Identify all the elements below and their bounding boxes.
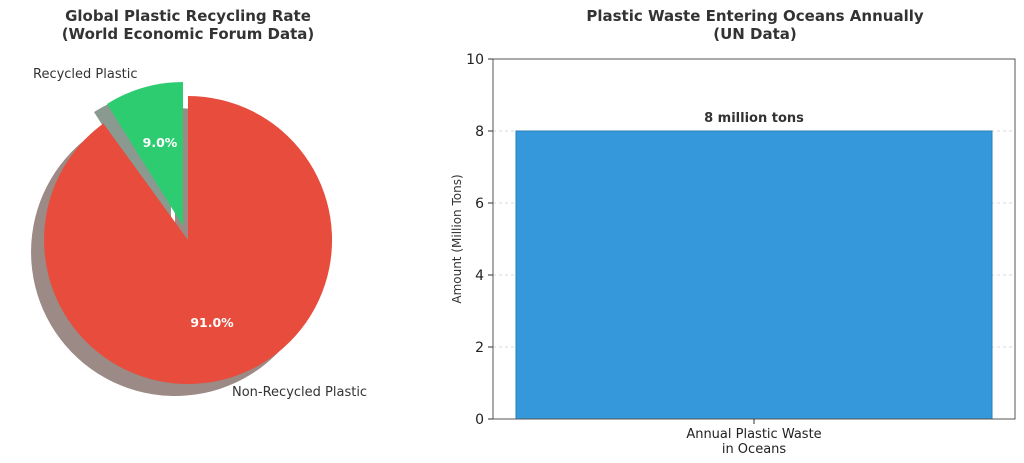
pie-label-non-recycled: Non-Recycled Plastic bbox=[232, 385, 367, 400]
y-tick-10: 10 bbox=[466, 52, 484, 68]
bar-title-line-2: (UN Data) bbox=[713, 25, 797, 43]
bar-annual-plastic-waste[interactable] bbox=[515, 130, 993, 420]
pie-title-line-1: Global Plastic Recycling Rate bbox=[65, 7, 311, 25]
y-tick-8: 8 bbox=[475, 124, 484, 140]
y-ticks bbox=[488, 58, 755, 424]
y-tick-0: 0 bbox=[475, 412, 484, 428]
y-tick-6: 6 bbox=[475, 196, 484, 212]
y-axis-label: Amount (Million Tons) bbox=[450, 174, 464, 303]
pie-title-line-2: (World Economic Forum Data) bbox=[61, 25, 315, 43]
pie-chart: Recycled Plastic Non-Recycled Plastic 9.… bbox=[31, 67, 367, 400]
y-tick-2: 2 bbox=[475, 340, 484, 356]
x-tick-label-line-1: Annual Plastic Waste bbox=[686, 427, 821, 442]
bar-chart: 0 2 4 6 8 10 Amount (Million Tons) Annua… bbox=[450, 52, 1016, 457]
bar-value-label: 8 million tons bbox=[704, 111, 804, 126]
pie-slice-recycled[interactable] bbox=[107, 82, 183, 226]
pie-pct-recycled: 9.0% bbox=[143, 135, 178, 150]
pie-chart-title: Global Plastic Recycling Rate (World Eco… bbox=[0, 7, 376, 43]
bar-chart-title: Plastic Waste Entering Oceans Annually (… bbox=[495, 7, 1015, 43]
y-tick-4: 4 bbox=[475, 268, 484, 284]
x-tick-label-line-2: in Oceans bbox=[722, 442, 787, 457]
pie-label-recycled: Recycled Plastic bbox=[33, 67, 137, 82]
pie-slice-non-recycled[interactable] bbox=[44, 95, 333, 384]
bar-title-line-1: Plastic Waste Entering Oceans Annually bbox=[586, 7, 924, 25]
pie-pct-non-recycled: 91.0% bbox=[190, 315, 234, 330]
